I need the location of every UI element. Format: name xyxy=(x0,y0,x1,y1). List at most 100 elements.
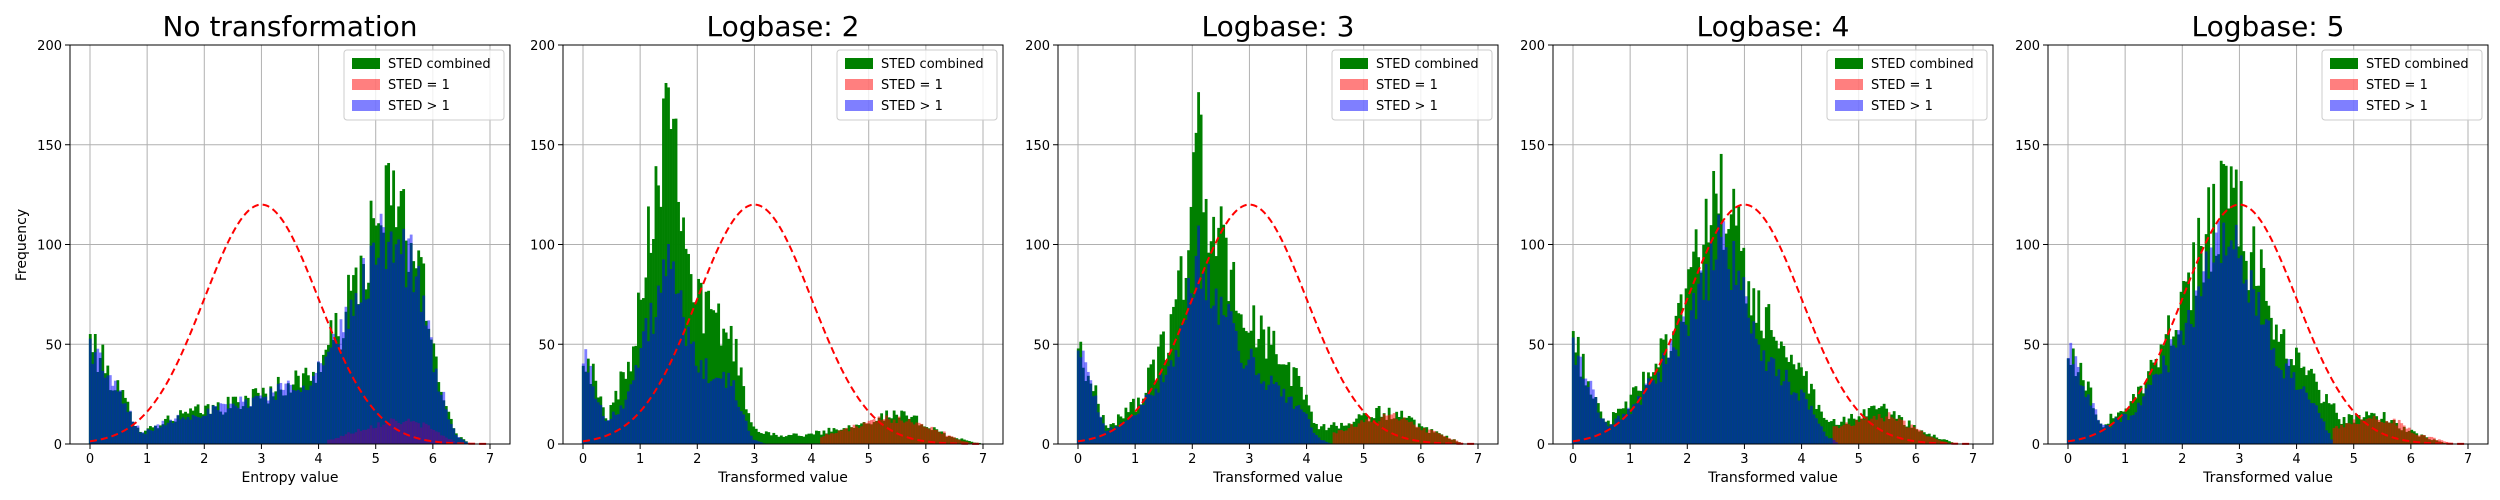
series-sted-1 xyxy=(2066,220,2333,444)
histogram-bar xyxy=(2264,319,2268,444)
histogram-bar xyxy=(1825,436,1828,444)
histogram-bar xyxy=(759,442,763,444)
histogram-bar xyxy=(712,379,716,444)
legend-swatch xyxy=(1340,100,1368,111)
histogram-bar xyxy=(199,417,202,444)
histogram-bar xyxy=(857,427,861,444)
histogram-bar xyxy=(614,414,618,444)
histogram-bar xyxy=(444,409,448,444)
histogram-bar xyxy=(339,319,343,444)
x-tick-label: 4 xyxy=(807,452,815,467)
histogram-bar xyxy=(749,435,753,444)
histogram-bar xyxy=(2397,419,2401,444)
histogram-bar xyxy=(1604,422,1608,444)
histogram-bar xyxy=(314,372,318,444)
histogram-bar xyxy=(702,378,706,444)
histogram-bar xyxy=(1925,436,1929,444)
histogram-bar xyxy=(722,371,726,444)
histogram-bar xyxy=(404,287,408,444)
histogram-bar xyxy=(1452,439,1456,444)
chart-title: Logbase: 3 xyxy=(1202,10,1355,43)
histogram-bar xyxy=(1247,359,1251,444)
histogram-bar xyxy=(1367,417,1371,444)
histogram-bar xyxy=(2212,262,2216,444)
histogram-bar xyxy=(945,435,949,444)
x-axis-label: Transformed value xyxy=(717,470,848,486)
histogram-bar xyxy=(254,395,258,444)
histogram-bar xyxy=(804,434,808,444)
histogram-bar xyxy=(589,365,593,444)
histogram-bar xyxy=(1407,422,1411,444)
histogram-bar xyxy=(1910,424,1914,444)
histogram-bar xyxy=(2302,386,2306,444)
legend-swatch xyxy=(845,79,873,90)
histogram-bar xyxy=(1445,437,1449,444)
histogram-bar xyxy=(2330,439,2333,444)
histogram-bar xyxy=(244,399,248,444)
histogram-bar xyxy=(1139,404,1143,444)
histogram-bar xyxy=(241,401,245,444)
histogram-bar xyxy=(1835,426,1838,444)
histogram-bar xyxy=(777,436,781,444)
histogram-bar xyxy=(654,166,658,444)
histogram-bar xyxy=(269,388,273,444)
histogram-bar xyxy=(1807,409,1811,444)
histogram-bar xyxy=(274,399,278,444)
histogram-bar xyxy=(286,380,290,444)
histogram-bar xyxy=(2292,372,2296,444)
legend-swatch xyxy=(845,58,873,69)
histogram-bar xyxy=(1410,421,1414,444)
histogram-bar xyxy=(1704,263,1708,444)
histogram-bar xyxy=(1370,422,1373,444)
histogram-bar xyxy=(812,434,816,444)
histogram-bar xyxy=(2335,425,2338,444)
histogram-bar xyxy=(1857,421,1861,444)
histogram-bar xyxy=(1377,421,1381,444)
histogram-bar xyxy=(256,395,260,444)
histogram-bar xyxy=(925,427,929,444)
histogram-bar xyxy=(1096,412,1100,444)
histogram-bar xyxy=(1372,419,1376,444)
histogram-bar xyxy=(1835,442,1838,444)
histogram-bar xyxy=(762,433,766,444)
histogram-bar xyxy=(139,432,142,444)
histogram-bar xyxy=(1599,418,1603,444)
histogram-bar xyxy=(2089,405,2093,444)
histogram-bar xyxy=(739,367,743,444)
histogram-bar xyxy=(897,416,901,444)
histogram-bar xyxy=(1259,383,1263,444)
histogram-bar xyxy=(1264,389,1268,444)
x-tick-label: 3 xyxy=(2235,452,2243,467)
histogram-bar xyxy=(1222,315,1226,444)
histogram-bar xyxy=(98,352,102,444)
histogram-bar xyxy=(1437,433,1441,444)
histogram-bar xyxy=(912,424,916,444)
histogram-bar xyxy=(1292,408,1296,444)
histogram-bar xyxy=(1712,270,1716,444)
x-tick-label: 5 xyxy=(865,452,873,467)
histogram-bar xyxy=(1649,379,1653,444)
x-tick-label: 4 xyxy=(2292,452,2300,467)
histogram-bar xyxy=(181,417,185,444)
histogram-bar xyxy=(156,424,160,444)
histogram-bar xyxy=(727,372,731,444)
histogram-bar xyxy=(632,380,635,444)
chart-panel-1: 0 1 2 3 4 5 6 7 0 50 100 150 200 No transformation Ent… xyxy=(37,10,511,486)
y-tick-label: 50 xyxy=(1033,338,1050,353)
histogram-bar xyxy=(462,440,466,444)
histogram-bar xyxy=(672,261,675,444)
histogram-bar xyxy=(2315,405,2318,444)
histogram-bar xyxy=(2162,355,2165,444)
y-tick-label: 100 xyxy=(1025,239,1050,254)
histogram-bar xyxy=(1094,395,1098,444)
histogram-bar xyxy=(764,431,768,444)
histogram-bar xyxy=(1352,426,1356,444)
histogram-bar xyxy=(427,320,431,444)
histogram-bar xyxy=(850,427,853,444)
histogram-bar xyxy=(296,389,300,444)
x-tick-label: 0 xyxy=(1074,452,1082,467)
histogram-bar xyxy=(757,441,761,444)
histogram-bar xyxy=(1254,375,1258,444)
histogram-bar xyxy=(2217,220,2221,444)
histogram-bar xyxy=(1870,418,1874,444)
